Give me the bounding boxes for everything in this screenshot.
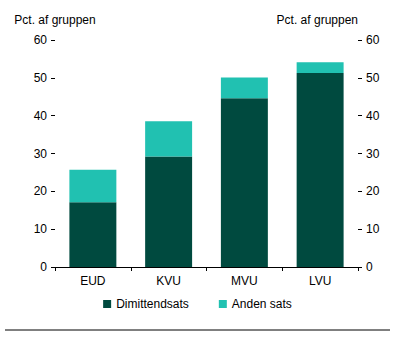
svg-text:10: 10 <box>366 222 380 236</box>
svg-text:Pct. af gruppen: Pct. af gruppen <box>277 13 358 27</box>
svg-text:60: 60 <box>366 33 380 47</box>
svg-text:30: 30 <box>366 147 380 161</box>
svg-text:50: 50 <box>366 71 380 85</box>
svg-text:40: 40 <box>366 109 380 123</box>
svg-text:Pct. af gruppen: Pct. af gruppen <box>14 13 95 27</box>
svg-text:40: 40 <box>34 109 48 123</box>
svg-text:Dimittendsats: Dimittendsats <box>116 297 189 311</box>
svg-text:Anden sats: Anden sats <box>232 297 292 311</box>
svg-text:20: 20 <box>366 184 380 198</box>
svg-text:MVU: MVU <box>231 274 258 288</box>
svg-text:KVU: KVU <box>156 274 181 288</box>
svg-text:20: 20 <box>34 184 48 198</box>
svg-text:EUD: EUD <box>80 274 106 288</box>
svg-text:50: 50 <box>34 71 48 85</box>
svg-text:10: 10 <box>34 222 48 236</box>
svg-text:LVU: LVU <box>309 274 331 288</box>
svg-text:30: 30 <box>34 147 48 161</box>
svg-text:0: 0 <box>366 260 373 274</box>
svg-text:0: 0 <box>40 260 47 274</box>
svg-text:60: 60 <box>34 33 48 47</box>
